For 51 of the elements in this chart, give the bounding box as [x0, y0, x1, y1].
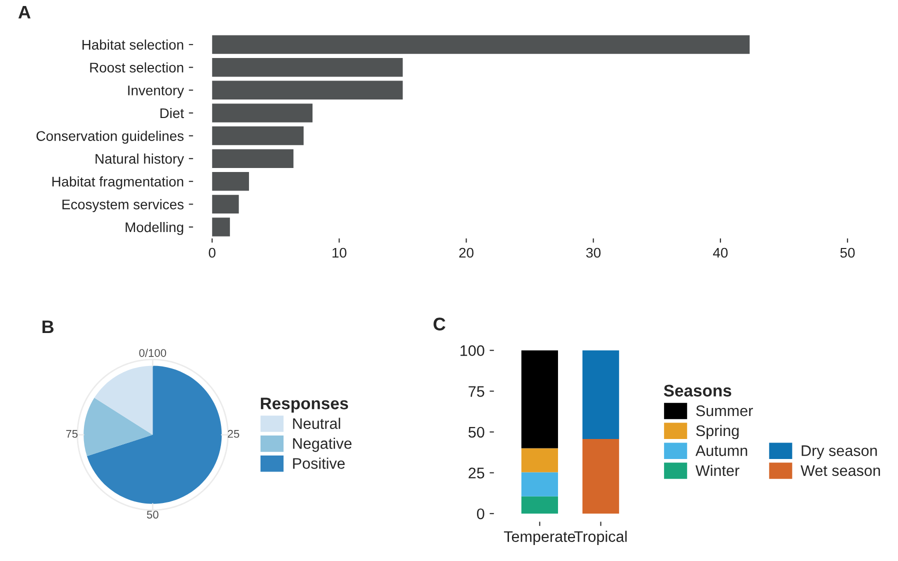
x-tick-label: Temperate [504, 531, 576, 545]
y-tick-label: Natural history [96, 154, 184, 167]
legend-label: Winter [696, 464, 740, 476]
legend-title: Responses [260, 398, 348, 413]
legend-label: Negative [293, 438, 352, 452]
bar [212, 35, 750, 54]
text: 75 [66, 430, 78, 438]
x-tick-label: 40 [713, 248, 728, 258]
legend-title: Seasons [664, 384, 732, 397]
pie-slice [94, 366, 153, 435]
x-tick-label: 20 [459, 248, 474, 258]
y-tick-label: 75 [468, 386, 484, 397]
y-tick-label: Modelling [126, 222, 184, 235]
bar [212, 172, 249, 191]
y-tick-label: Ecosystem services [62, 199, 184, 212]
y-tick-label: Habitat selection [82, 40, 184, 50]
text: 0/100 [139, 348, 166, 357]
y-tick-label: Diet [160, 108, 184, 118]
legend-label: Wet season [800, 465, 880, 476]
x-tick-label: 10 [332, 248, 346, 258]
x-tick-label: Tropical [574, 530, 627, 545]
bar [212, 126, 304, 146]
y-tick-label: 0 [476, 508, 484, 520]
pie-slice [86, 366, 222, 504]
y-tick-label: 50 [468, 426, 484, 438]
bar [212, 80, 403, 100]
y-tick-label: Habitat fragmentation [52, 176, 184, 190]
legend-label: Neutral [293, 418, 340, 429]
y-tick-label: Conservation guidelines [36, 130, 184, 144]
bar [212, 58, 403, 77]
x-tick-label: 30 [586, 248, 601, 258]
legend-label: Summer [696, 405, 753, 416]
legend-label: Positive [293, 458, 345, 469]
bar [212, 104, 313, 122]
y-tick-label: Roost selection [90, 62, 184, 73]
legend-label: Spring [696, 424, 739, 440]
text: 25 [228, 430, 240, 438]
text: A [18, 6, 31, 18]
legend-label: Dry season [802, 445, 877, 460]
chart-title: C [434, 318, 446, 330]
y-tick-label: 25 [468, 468, 484, 478]
x-tick-label: 0 [208, 248, 216, 258]
bar [212, 194, 239, 214]
bar [212, 149, 294, 168]
bar [212, 218, 230, 236]
x-tick-label: 50 [840, 248, 855, 258]
y-tick-label: 100 [460, 345, 484, 356]
chart-title: B [42, 320, 54, 334]
legend-label: Autumn [695, 445, 748, 456]
pie-slice [84, 398, 153, 456]
y-tick-label: Inventory [128, 86, 184, 98]
